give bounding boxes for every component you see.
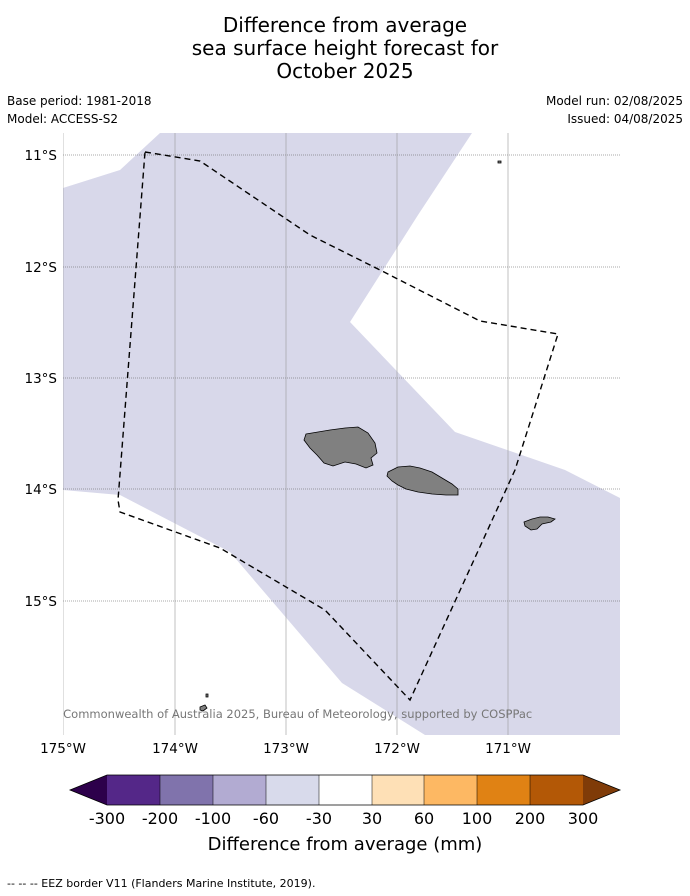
colorbar-tick-label: -300 (89, 809, 125, 828)
colorbar-tick-label: 100 (462, 809, 493, 828)
colorbar-title: Difference from average (mm) (208, 834, 483, 855)
copyright-notice: © Commonwealth of Australia 2025, Bureau… (48, 707, 532, 721)
base-period-label: Base period: 1981-2018 (7, 94, 152, 108)
colorbar-segment (107, 775, 160, 805)
colorbar-segment (319, 775, 372, 805)
map-area: © Commonwealth of Australia 2025, Bureau… (48, 133, 620, 735)
colorbar-tick-label: -30 (306, 809, 332, 828)
lat-label-12s: 12°S (25, 260, 58, 276)
colorbar-segment (160, 775, 213, 805)
colorbar-min-extension (70, 775, 107, 805)
colorbar-tick-label: -100 (195, 809, 231, 828)
colorbar-tick-label: 60 (414, 809, 434, 828)
colorbar: -300 -200 -100 -60 -30 30 60 100 200 300… (68, 774, 622, 855)
lon-label-173w: 173°W (263, 741, 309, 757)
savaii-island (303, 426, 378, 469)
lon-label-172w: 172°W (374, 741, 420, 757)
lat-label-15s: 15°S (25, 594, 58, 610)
colorbar-segment (530, 775, 583, 805)
colorbar-tick-label: 300 (568, 809, 599, 828)
small-island-southwest (199, 704, 208, 712)
colorbar-tick-label: 30 (362, 809, 382, 828)
title-line-1: Difference from average (222, 13, 468, 37)
lat-label-14s: 14°S (25, 482, 58, 498)
model-label: Model: ACCESS-S2 (7, 112, 119, 126)
colorbar-segment (372, 775, 424, 805)
lat-label-11s: 11°S (25, 148, 58, 164)
graticule (63, 133, 620, 735)
longitude-labels: 175°W 174°W 173°W 172°W 171°W (40, 741, 531, 757)
lon-label-171w: 171°W (485, 741, 531, 757)
colorbar-tick-label: -60 (253, 809, 279, 828)
colorbar-segment (266, 775, 319, 805)
map-title: Difference from average sea surface heig… (0, 14, 690, 83)
small-islet (205, 693, 209, 698)
colorbar-segment (424, 775, 477, 805)
title-line-3: October 2025 (276, 59, 414, 83)
colorbar-tick-label: 200 (515, 809, 546, 828)
lon-label-174w: 174°W (152, 741, 198, 757)
lat-label-13s: 13°S (25, 371, 58, 387)
title-line-2: sea surface height forecast for (191, 36, 499, 60)
colorbar-tick-label: -200 (142, 809, 178, 828)
eez-border (117, 151, 559, 702)
model-run-label: Model run: 02/08/2025 (545, 94, 683, 108)
colorbar-segment (213, 775, 266, 805)
lon-label-175w: 175°W (40, 741, 86, 757)
issued-label: Issued: 04/08/2025 (567, 112, 683, 126)
colorbar-segment (477, 775, 530, 805)
small-island-north (497, 160, 502, 164)
colorbar-outline (68, 774, 622, 806)
upolu-island (386, 465, 459, 496)
latitude-labels: 11°S 12°S 13°S 14°S 15°S (25, 148, 58, 610)
land-masses (199, 160, 556, 712)
colorbar-max-extension (583, 775, 620, 805)
colorbar-tick-labels: -300 -200 -100 -60 -30 30 60 100 200 300 (89, 809, 598, 828)
tutuila-island (523, 516, 556, 531)
eez-footnote: -- -- -- EEZ border V11 (Flanders Marine… (7, 877, 316, 890)
